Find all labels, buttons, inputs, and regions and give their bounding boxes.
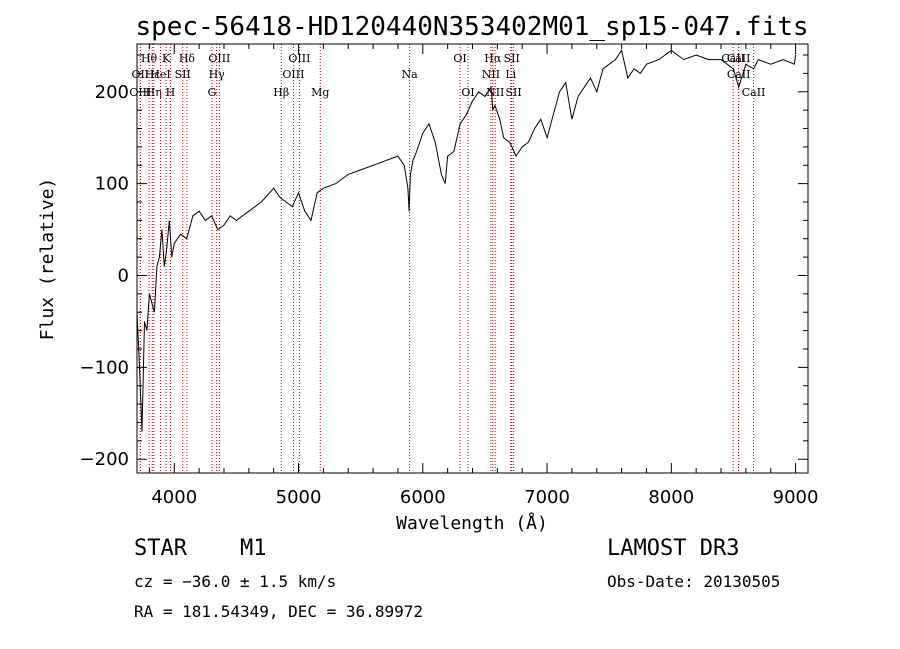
spectrum-line [136, 49, 797, 432]
object-class: M1 [240, 536, 267, 561]
y-tick-label: −100 [80, 357, 129, 378]
line-marker-label: SII [506, 86, 522, 99]
y-tick-label: 200 [95, 82, 129, 103]
line-marker-label: Hγ [209, 68, 226, 81]
line-marker-label: Na [402, 68, 419, 81]
plot-frame [136, 43, 809, 474]
line-marker-label: Hε [145, 68, 161, 81]
line-marker-label: OI [461, 86, 474, 99]
coordinates-text: RA = 181.54349, DEC = 36.89972 [134, 602, 423, 621]
line-marker-label: CaII [721, 52, 745, 65]
y-tick-label: −200 [80, 449, 129, 470]
line-marker-label: SII [504, 52, 520, 65]
line-marker-label: Hβ [273, 86, 289, 99]
line-marker-label: HeI [150, 68, 170, 81]
line-marker-label: NII [482, 68, 500, 81]
x-tick-label: 8000 [648, 487, 694, 508]
line-marker-label: Mg [311, 86, 329, 99]
line-marker-label: Li [505, 68, 516, 81]
x-tick-label: 7000 [524, 487, 570, 508]
axes: 4000 5000 6000 7000 8000 9000 −200 −100 0 100 200 [80, 44, 819, 508]
line-marker-label: K [162, 52, 171, 65]
chart-title: spec-56418-HD120440N353402M01_sp15-047.f… [135, 12, 808, 42]
line-marker-label: CaII [727, 52, 751, 65]
line-marker-label: Hη [146, 86, 162, 99]
line-marker-label: NII [486, 86, 504, 99]
line-marker-label: OI [453, 52, 466, 65]
line-marker-label: OIII [208, 52, 230, 65]
line-marker-label: OIII [288, 52, 310, 65]
x-axis-label: Wavelength (Å) [396, 512, 548, 534]
line-marker-label: Hδ [179, 52, 196, 65]
observation-date: Obs-Date: 20130505 [607, 572, 781, 591]
x-tick-label: 9000 [773, 487, 819, 508]
x-tick-label: 4000 [151, 487, 197, 508]
line-marker-label: Hα [484, 52, 502, 65]
survey-name: LAMOST DR3 [607, 536, 740, 561]
line-marker-label: G [208, 86, 217, 99]
line-marker-label: CaII [742, 86, 766, 99]
line-marker-label: OIII [129, 86, 151, 99]
line-marker-label: CaII [727, 68, 751, 81]
object-type: STAR [134, 536, 187, 561]
line-marker-label: OIII [282, 68, 304, 81]
y-axis-label: Flux (relative) [37, 178, 58, 341]
y-tick-label: 100 [95, 174, 129, 195]
line-marker-label: H [166, 86, 176, 99]
redshift-text: cz = −36.0 ± 1.5 km/s [134, 572, 337, 591]
line-marker-label: SII [175, 68, 191, 81]
line-marker-label: Hθ [141, 52, 158, 65]
x-tick-label: 5000 [276, 487, 322, 508]
x-tick-label: 6000 [400, 487, 446, 508]
y-tick-label: 0 [118, 265, 129, 286]
